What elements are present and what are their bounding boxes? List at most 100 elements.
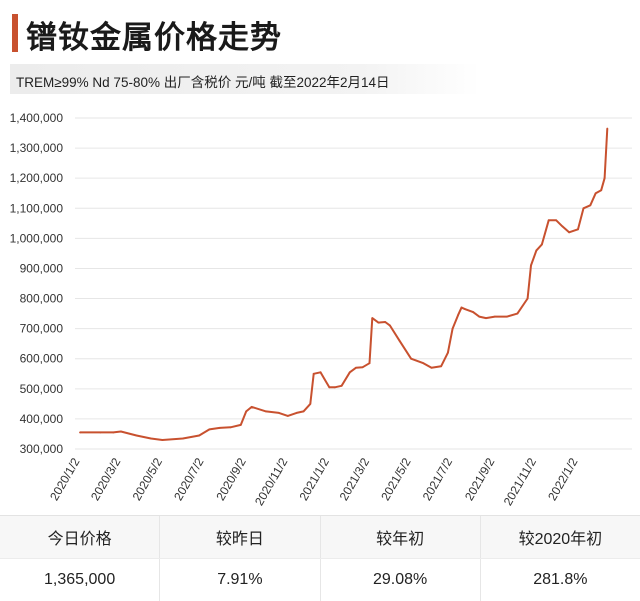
stats-header-today-price: 今日价格 [0,516,161,558]
stats-table: 今日价格 较昨日 较年初 较2020年初 1,365,000 7.91% 29.… [0,515,640,601]
y-tick-label: 1,300,000 [10,141,64,155]
data-point [208,428,211,431]
data-point [229,426,232,429]
y-tick-label: 700,000 [20,322,64,336]
data-point [384,321,387,323]
data-point [451,327,454,330]
data-point [603,177,606,180]
data-point [250,405,253,408]
y-tick-label: 1,000,000 [10,231,64,245]
stats-value-vs-yesterday: 7.91% [160,559,321,601]
data-point [493,315,496,318]
series-layer [79,127,609,441]
data-point [135,434,138,437]
title-bar: 镨钕金属价格走势 [0,6,640,56]
data-point [389,324,391,327]
data-point [368,362,371,365]
data-point [478,315,481,318]
x-tick-label: 2021/3/2 [337,455,373,503]
data-point [561,225,564,228]
y-tick-label: 1,400,000 [10,111,64,125]
data-point [377,321,380,324]
data-point [278,411,280,414]
data-point [328,386,331,389]
data-point [302,410,305,413]
stats-value-today-price: 1,365,000 [0,559,161,601]
data-point [265,410,267,413]
data-point [181,437,184,440]
data-point [430,366,433,369]
data-point [460,306,463,309]
stats-header-vs-year-start: 较年初 [321,516,481,558]
data-point [319,371,322,374]
data-point [198,434,201,437]
stats-header-vs-yesterday: 较昨日 [160,516,321,558]
y-tick-label: 1,200,000 [10,171,64,185]
data-point [161,439,164,441]
x-tick-label: 2022/1/2 [545,455,581,503]
data-point [516,312,519,315]
data-point [606,127,609,130]
x-tick-label: 2021/1/2 [296,455,332,503]
data-point [422,362,425,365]
data-point [348,371,351,374]
data-point [99,431,102,434]
data-point [79,431,81,434]
data-point [594,192,597,195]
data-point [149,437,152,440]
data-point [577,228,579,231]
data-point [410,357,412,360]
data-point [312,372,315,375]
x-tick-label: 2020/11/2 [252,455,291,508]
grid-layer [75,117,632,450]
x-axis-labels: 2020/1/2 2020/3/2 2020/5/2 2020/7/2 2020/9/2… [47,455,581,508]
y-tick-label: 1,100,000 [10,201,64,215]
chart-subtitle: TREM≥99% Nd 75-80% 出厂含税价 元/吨 截至2022年2月14… [16,75,390,90]
data-point [333,386,336,389]
data-point [286,415,289,417]
data-point [340,384,343,387]
data-point [555,219,558,222]
y-tick-label: 800,000 [20,292,64,306]
x-tick-label: 2021/7/2 [420,455,456,503]
data-point [506,315,509,318]
y-tick-label: 300,000 [20,442,64,456]
stats-header-vs-2020-start: 较2020年初 [518,531,603,548]
data-point [245,410,248,413]
data-point [464,308,466,310]
x-tick-label: 2020/3/2 [88,455,124,503]
series-line [80,128,609,441]
stats-header-row: 今日价格 较昨日 较年初 较2020年初 [0,516,640,558]
x-tick-label: 2020/7/2 [171,455,207,503]
x-tick-label: 2020/9/2 [213,455,249,503]
data-point [547,219,550,222]
data-point [398,339,401,342]
data-point [582,207,585,210]
chart-title: 镨钕金属价格走势 [26,20,282,55]
data-point [446,351,449,354]
data-point [472,311,474,313]
data-point [361,366,364,369]
subtitle-box: TREM≥99% Nd 75-80% 出厂含税价 元/吨 截至2022年2月14… [10,64,480,94]
data-point [295,411,298,414]
data-point [239,424,242,426]
data-point [119,430,122,433]
data-point [526,297,529,300]
x-tick-label: 2021/5/2 [378,455,414,503]
data-point [530,264,532,267]
data-point [440,365,442,368]
data-point [600,189,603,192]
y-tick-label: 500,000 [20,382,64,396]
data-point [309,402,312,405]
data-point [371,317,374,320]
data-point [112,431,115,434]
data-point [457,314,459,316]
data-point [485,317,487,320]
y-tick-label: 900,000 [20,261,64,275]
data-point [218,427,221,429]
y-axis-labels: 300,000 400,000 500,000 600,000 700,000 800,0… [10,111,64,456]
x-tick-label: 2021/11/2 [501,455,540,508]
x-tick-label: 2021/9/2 [462,455,498,503]
title-accent-bar [12,14,18,52]
stats-value-row: 1,365,000 7.91% 29.08% 281.8% [0,558,640,601]
